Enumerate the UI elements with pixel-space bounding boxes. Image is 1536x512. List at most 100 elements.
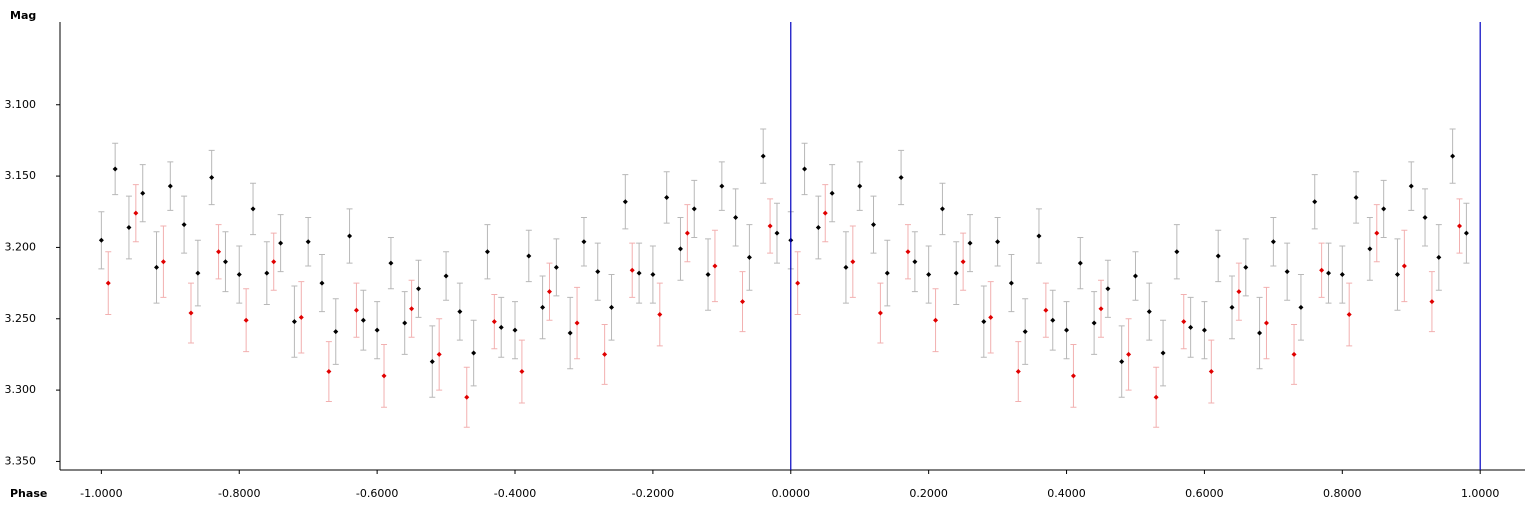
- point: [898, 175, 904, 181]
- point: [443, 273, 449, 279]
- x-tick-label: 1.0000: [1461, 487, 1500, 500]
- point: [926, 272, 932, 278]
- point: [622, 199, 628, 205]
- point: [133, 210, 139, 216]
- point: [1243, 264, 1249, 270]
- point: [360, 317, 366, 323]
- x-tick-label: 0.2000: [909, 487, 948, 500]
- point: [1043, 307, 1049, 313]
- point: [484, 249, 490, 255]
- point: [1208, 369, 1214, 375]
- point: [1270, 239, 1276, 245]
- point: [802, 166, 808, 172]
- y-tick-label: 3.300: [5, 383, 37, 396]
- point: [1132, 273, 1138, 279]
- y-tick-label: 3.200: [5, 240, 37, 253]
- point: [953, 270, 959, 276]
- point: [1257, 330, 1263, 336]
- point: [843, 264, 849, 270]
- point: [1450, 153, 1456, 159]
- point: [540, 304, 546, 310]
- point: [995, 239, 1001, 245]
- point: [1291, 351, 1297, 357]
- point: [719, 183, 725, 189]
- point: [429, 359, 435, 365]
- x-axis-title: Phase: [10, 487, 47, 500]
- y-tick-label: 3.150: [5, 169, 37, 182]
- point: [574, 320, 580, 326]
- point: [1022, 329, 1028, 335]
- point: [298, 314, 304, 320]
- point: [347, 233, 353, 239]
- point: [774, 230, 780, 236]
- point: [271, 259, 277, 265]
- point: [457, 309, 463, 315]
- point: [740, 299, 746, 305]
- point: [512, 327, 518, 333]
- point: [112, 166, 118, 172]
- x-tick-label: 0.6000: [1185, 487, 1224, 500]
- point: [939, 206, 945, 212]
- point: [333, 329, 339, 335]
- point: [1146, 309, 1152, 315]
- point: [1457, 223, 1463, 229]
- point: [1160, 350, 1166, 356]
- point: [415, 286, 421, 292]
- point: [402, 320, 408, 326]
- point: [291, 319, 297, 325]
- point: [1408, 183, 1414, 189]
- point: [602, 351, 608, 357]
- point: [1201, 327, 1207, 333]
- point: [657, 311, 663, 317]
- point: [1367, 246, 1373, 252]
- point: [595, 269, 601, 275]
- point: [498, 324, 504, 330]
- point: [884, 270, 890, 276]
- point: [650, 272, 656, 278]
- point: [822, 210, 828, 216]
- point: [733, 214, 739, 220]
- point: [1284, 269, 1290, 275]
- point: [409, 306, 415, 312]
- point: [677, 246, 683, 252]
- point: [767, 223, 773, 229]
- point: [871, 222, 877, 228]
- x-tick-label: 0.4000: [1047, 487, 1086, 500]
- point: [1326, 270, 1332, 276]
- point: [140, 190, 146, 196]
- y-tick-label: 3.100: [5, 98, 37, 111]
- point: [760, 153, 766, 159]
- point: [1126, 351, 1132, 357]
- point: [160, 259, 166, 265]
- point: [664, 194, 670, 200]
- point: [374, 327, 380, 333]
- point: [1181, 319, 1187, 325]
- point: [1215, 253, 1221, 259]
- point: [933, 317, 939, 323]
- point: [1008, 280, 1014, 286]
- point: [967, 240, 973, 246]
- point: [243, 317, 249, 323]
- point: [1188, 324, 1194, 330]
- point: [1098, 306, 1104, 312]
- point: [264, 270, 270, 276]
- point: [195, 270, 201, 276]
- point: [154, 264, 160, 270]
- y-tick-label: 3.250: [5, 312, 37, 325]
- point: [526, 253, 532, 259]
- point: [167, 183, 173, 189]
- point: [1229, 304, 1235, 310]
- point: [567, 330, 573, 336]
- point: [988, 314, 994, 320]
- point: [1091, 320, 1097, 326]
- point: [629, 267, 635, 273]
- point: [216, 249, 222, 255]
- point: [305, 239, 311, 245]
- point: [1105, 286, 1111, 292]
- point: [464, 394, 470, 400]
- point: [912, 259, 918, 265]
- point: [1015, 369, 1021, 375]
- point: [960, 259, 966, 265]
- point: [1119, 359, 1125, 365]
